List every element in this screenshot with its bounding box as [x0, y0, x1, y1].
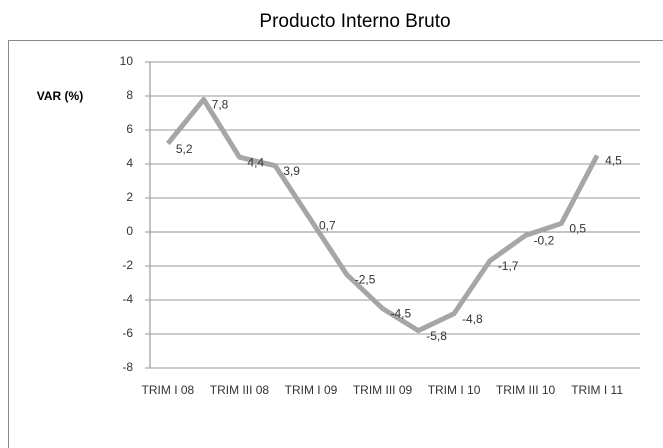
- y-tick-label: 10: [120, 54, 134, 68]
- x-tick-label: TRIM I 11: [571, 383, 623, 397]
- chart-border: [8, 40, 663, 448]
- data-label: -4,5: [391, 307, 412, 321]
- y-tick-label: 8: [126, 88, 133, 102]
- data-label: 0,5: [569, 222, 586, 236]
- x-tick-label: TRIM I 09: [284, 383, 338, 397]
- y-tick-label: -8: [122, 360, 133, 374]
- data-label: 4,5: [605, 154, 622, 168]
- y-tick-label: 6: [126, 122, 133, 136]
- data-label: -1,7: [498, 259, 519, 273]
- data-label: -2,5: [355, 273, 376, 287]
- data-label: 7,8: [212, 98, 229, 112]
- y-tick-label: -6: [122, 326, 133, 340]
- x-tick-label: TRIM I 10: [427, 383, 481, 397]
- x-tick-label: TRIM III 09: [352, 383, 413, 397]
- y-axis-label: VAR (%): [37, 89, 83, 103]
- chart-title: Producto Interno Bruto: [259, 11, 450, 32]
- line: [165, 96, 600, 334]
- data-label: 4,4: [247, 155, 264, 169]
- x-tick-label: TRIM III 08: [209, 383, 270, 397]
- y-tick-label: 2: [126, 190, 133, 204]
- data-label: -4,8: [462, 312, 483, 326]
- data-label: -5,8: [426, 329, 447, 343]
- data-label: -0,2: [534, 234, 555, 248]
- y-tick-label: -2: [122, 258, 133, 272]
- y-tick-label: 4: [126, 156, 133, 170]
- data-label: 5,2: [176, 142, 193, 156]
- data-label: 0,7: [319, 218, 336, 232]
- y-tick-label: -4: [122, 292, 133, 306]
- x-tick-label: TRIM I 08: [141, 383, 195, 397]
- x-tick-label: TRIM III 10: [495, 383, 556, 397]
- data-label: 3,9: [283, 164, 300, 178]
- y-tick-label: 0: [126, 224, 133, 238]
